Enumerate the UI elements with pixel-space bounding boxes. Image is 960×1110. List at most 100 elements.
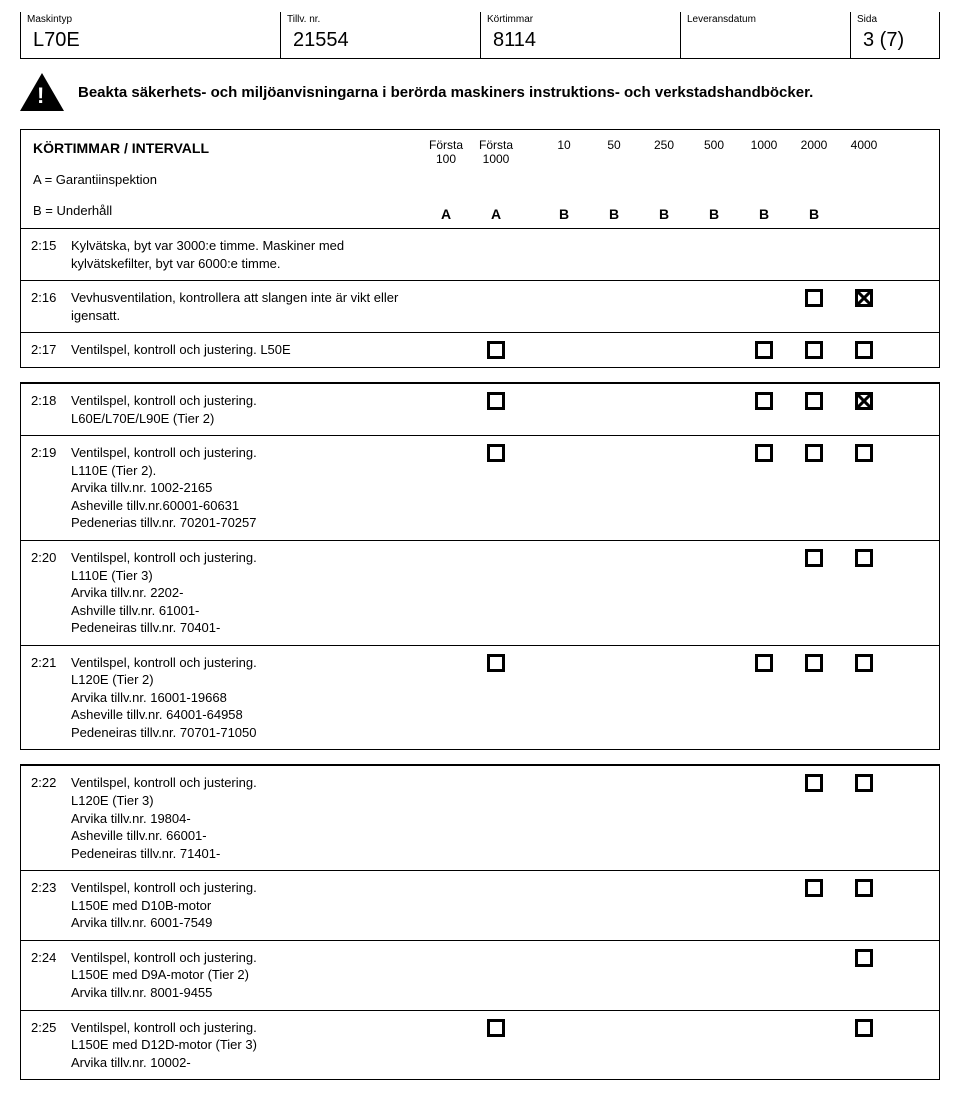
checkbox-empty-icon[interactable] bbox=[805, 879, 823, 897]
item-cols bbox=[421, 436, 939, 540]
checkbox-cell bbox=[839, 444, 889, 462]
checkbox-empty-icon[interactable] bbox=[805, 654, 823, 672]
checkbox-empty-icon[interactable] bbox=[805, 444, 823, 462]
item-cols bbox=[421, 1011, 939, 1080]
item-text: Ventilspel, kontroll och justering.L110E… bbox=[71, 444, 411, 532]
checkbox-empty-icon[interactable] bbox=[755, 654, 773, 672]
checkbox-empty-icon[interactable] bbox=[755, 392, 773, 410]
checkbox-cell bbox=[739, 341, 789, 359]
item-cols bbox=[421, 229, 939, 280]
interval-col: 4000 bbox=[839, 130, 889, 228]
header-value: 21554 bbox=[287, 29, 474, 52]
checkbox-empty-icon[interactable] bbox=[805, 289, 823, 307]
interval-col: Första1000 A bbox=[471, 130, 521, 228]
checkbox-cell bbox=[739, 654, 789, 672]
interval-legend-b: B = Underhåll bbox=[33, 203, 409, 218]
item-row: 2:21Ventilspel, kontroll och justering.L… bbox=[20, 646, 940, 751]
checkbox-cell bbox=[789, 444, 839, 462]
interval-col: 1000B bbox=[739, 130, 789, 228]
item-text: Ventilspel, kontroll och justering.L110E… bbox=[71, 549, 411, 637]
checkbox-empty-icon[interactable] bbox=[855, 949, 873, 967]
checkbox-empty-icon[interactable] bbox=[755, 341, 773, 359]
header-label: Sida bbox=[857, 14, 933, 25]
item-cols bbox=[421, 871, 939, 940]
item-number: 2:19 bbox=[31, 444, 71, 532]
checkbox-empty-icon[interactable] bbox=[487, 1019, 505, 1037]
item-text: Ventilspel, kontroll och justering.L150E… bbox=[71, 1019, 411, 1072]
interval-col: 2000B bbox=[789, 130, 839, 228]
checkbox-empty-icon[interactable] bbox=[805, 392, 823, 410]
checkbox-empty-icon[interactable] bbox=[487, 392, 505, 410]
checkbox-cell bbox=[839, 392, 889, 410]
checkbox-empty-icon[interactable] bbox=[487, 654, 505, 672]
section-gap bbox=[20, 750, 940, 764]
safety-warning: Beakta säkerhets- och miljöanvisningarna… bbox=[20, 73, 940, 111]
checkbox-checked-icon[interactable] bbox=[855, 392, 873, 410]
checkbox-cell bbox=[789, 774, 839, 792]
rows-container: 2:15Kylvätska, byt var 3000:e timme. Mas… bbox=[20, 229, 940, 1080]
checkbox-empty-icon[interactable] bbox=[805, 774, 823, 792]
checkbox-empty-icon[interactable] bbox=[855, 549, 873, 567]
item-number: 2:18 bbox=[31, 392, 71, 427]
checkbox-cell bbox=[471, 654, 521, 672]
item-text: Ventilspel, kontroll och justering.L150E… bbox=[71, 879, 411, 932]
item-number: 2:21 bbox=[31, 654, 71, 742]
item-number: 2:20 bbox=[31, 549, 71, 637]
checkbox-empty-icon[interactable] bbox=[855, 1019, 873, 1037]
interval-col: 50B bbox=[589, 130, 639, 228]
checkbox-empty-icon[interactable] bbox=[855, 444, 873, 462]
item-cols bbox=[421, 333, 939, 367]
item-text: Vevhusventilation, kontrollera att slang… bbox=[71, 289, 411, 324]
item-text: Ventilspel, kontroll och justering. L50E bbox=[71, 341, 411, 359]
checkbox-empty-icon[interactable] bbox=[805, 341, 823, 359]
item-number: 2:25 bbox=[31, 1019, 71, 1072]
interval-header: KÖRTIMMAR / INTERVALL A = Garantiinspekt… bbox=[20, 129, 940, 229]
header-label: Tillv. nr. bbox=[287, 14, 474, 25]
checkbox-cell bbox=[739, 392, 789, 410]
checkbox-empty-icon[interactable] bbox=[487, 341, 505, 359]
item-number: 2:15 bbox=[31, 237, 71, 272]
item-left: 2:23Ventilspel, kontroll och justering.L… bbox=[21, 871, 421, 940]
header-cell-kortimmar: Körtimmar 8114 bbox=[481, 12, 681, 58]
item-cols bbox=[421, 384, 939, 435]
item-left: 2:19Ventilspel, kontroll och justering.L… bbox=[21, 436, 421, 540]
checkbox-cell bbox=[789, 392, 839, 410]
item-text: Ventilspel, kontroll och justering.L150E… bbox=[71, 949, 411, 1002]
checkbox-cell bbox=[789, 654, 839, 672]
item-row: 2:24Ventilspel, kontroll och justering.L… bbox=[20, 941, 940, 1011]
interval-left: KÖRTIMMAR / INTERVALL A = Garantiinspekt… bbox=[21, 130, 421, 228]
checkbox-empty-icon[interactable] bbox=[805, 549, 823, 567]
item-left: 2:22Ventilspel, kontroll och justering.L… bbox=[21, 766, 421, 870]
interval-title: KÖRTIMMAR / INTERVALL bbox=[33, 140, 409, 156]
checkbox-cell bbox=[739, 444, 789, 462]
item-number: 2:17 bbox=[31, 341, 71, 359]
warning-icon bbox=[20, 73, 64, 111]
header-label: Maskintyp bbox=[27, 14, 274, 25]
checkbox-cell bbox=[471, 1019, 521, 1037]
checkbox-cell bbox=[789, 289, 839, 307]
header-label: Körtimmar bbox=[487, 14, 674, 25]
checkbox-empty-icon[interactable] bbox=[755, 444, 773, 462]
checkbox-empty-icon[interactable] bbox=[855, 654, 873, 672]
item-cols bbox=[421, 541, 939, 645]
interval-col: 500B bbox=[689, 130, 739, 228]
item-left: 2:17Ventilspel, kontroll och justering. … bbox=[21, 333, 421, 367]
item-row: 2:15Kylvätska, byt var 3000:e timme. Mas… bbox=[20, 229, 940, 281]
checkbox-empty-icon[interactable] bbox=[855, 879, 873, 897]
item-left: 2:24Ventilspel, kontroll och justering.L… bbox=[21, 941, 421, 1010]
checkbox-empty-icon[interactable] bbox=[855, 341, 873, 359]
checkbox-cell bbox=[839, 549, 889, 567]
interval-legend-a: A = Garantiinspektion bbox=[33, 172, 409, 187]
checkbox-empty-icon[interactable] bbox=[487, 444, 505, 462]
item-left: 2:25Ventilspel, kontroll och justering.L… bbox=[21, 1011, 421, 1080]
checkbox-cell bbox=[471, 392, 521, 410]
checkbox-empty-icon[interactable] bbox=[855, 774, 873, 792]
item-left: 2:21Ventilspel, kontroll och justering.L… bbox=[21, 646, 421, 750]
header-value: 8114 bbox=[487, 29, 674, 52]
item-row: 2:23Ventilspel, kontroll och justering.L… bbox=[20, 871, 940, 941]
interval-col: 10B bbox=[539, 130, 589, 228]
item-text: Kylvätska, byt var 3000:e timme. Maskine… bbox=[71, 237, 411, 272]
checkbox-cell bbox=[839, 774, 889, 792]
checkbox-checked-icon[interactable] bbox=[855, 289, 873, 307]
checkbox-cell bbox=[839, 1019, 889, 1037]
